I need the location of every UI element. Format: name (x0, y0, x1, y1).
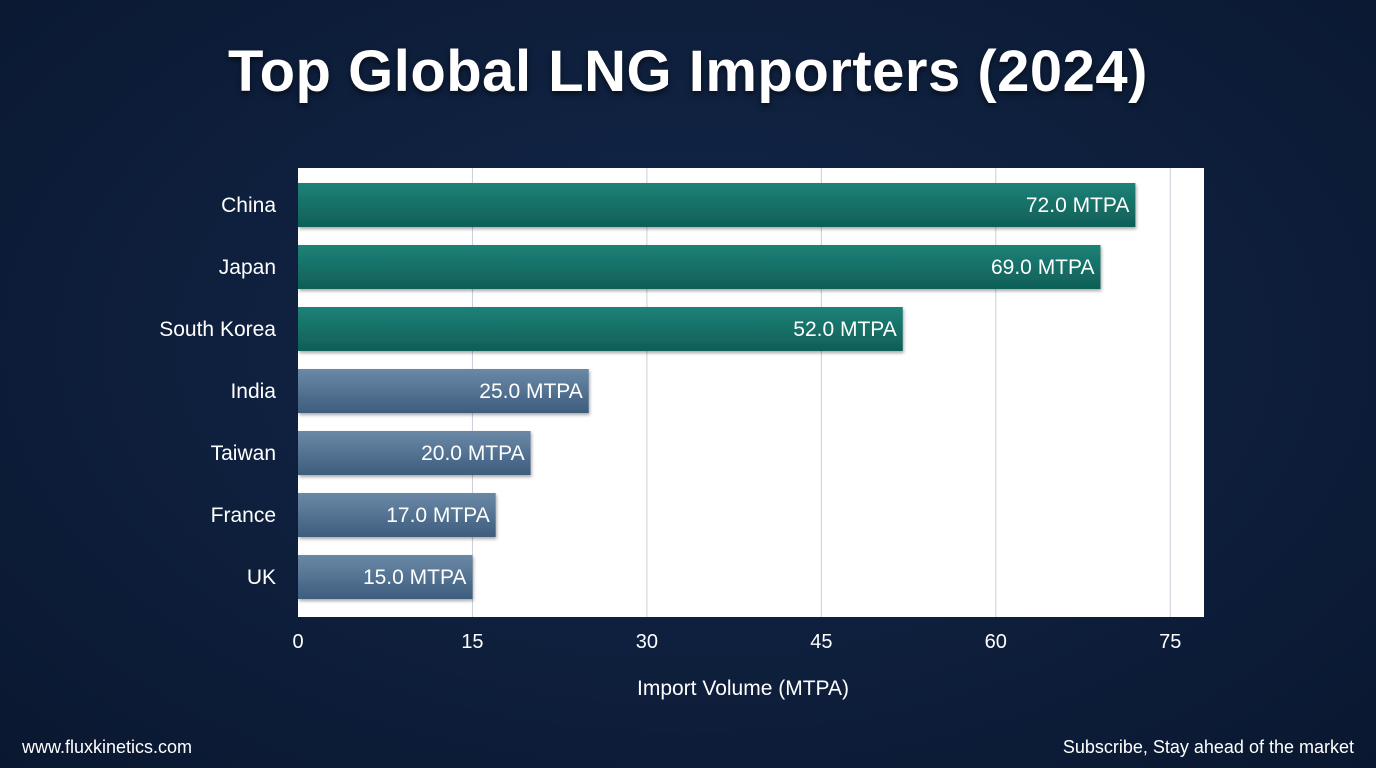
bars: 72.0 MTPA 69.0 MTPA 52.0 MTPA 25.0 MTPA 20.0… (298, 183, 1136, 599)
category-label: France (211, 504, 276, 527)
bar-value-label: 25.0 MTPA (479, 380, 582, 403)
category-label: China (221, 194, 276, 217)
bar (298, 369, 589, 413)
category-labels: China Japan South Korea India Taiwan France UK (159, 194, 276, 589)
category-label: UK (247, 566, 276, 589)
x-axis-label: Import Volume (MTPA) (637, 677, 849, 700)
bar (298, 245, 1101, 289)
category-label: South Korea (159, 318, 276, 341)
bar-value-label: 52.0 MTPA (793, 318, 896, 341)
bar-value-label: 72.0 MTPA (1026, 194, 1129, 217)
bar (298, 307, 903, 351)
category-label: Taiwan (211, 442, 276, 465)
bar-value-label: 15.0 MTPA (363, 566, 466, 589)
category-label: India (230, 380, 276, 403)
footer-tagline: Subscribe, Stay ahead of the market (1062, 737, 1354, 757)
category-label: Japan (219, 256, 276, 279)
bar-value-label: 17.0 MTPA (386, 504, 489, 527)
x-tick-label: 15 (461, 631, 483, 653)
bar-value-label: 20.0 MTPA (421, 442, 524, 465)
bar (298, 493, 496, 537)
x-tick-label: 30 (636, 631, 658, 653)
bar (298, 431, 531, 475)
footer-website: www.fluxkinetics.com (22, 737, 193, 757)
bar-chart: 72.0 MTPA 69.0 MTPA 52.0 MTPA 25.0 MTPA 20.0… (159, 168, 1181, 700)
x-tick-labels: 0 15 30 45 60 75 (292, 631, 1181, 653)
chart-title: Top Global LNG Importers (2024) (228, 39, 1148, 104)
x-tick-label: 0 (292, 631, 303, 653)
x-tick-label: 75 (1159, 631, 1181, 653)
bar (298, 183, 1136, 227)
bar (298, 555, 473, 599)
bar-value-label: 69.0 MTPA (991, 256, 1094, 279)
x-tick-label: 45 (810, 631, 832, 653)
x-tick-label: 60 (985, 631, 1007, 653)
